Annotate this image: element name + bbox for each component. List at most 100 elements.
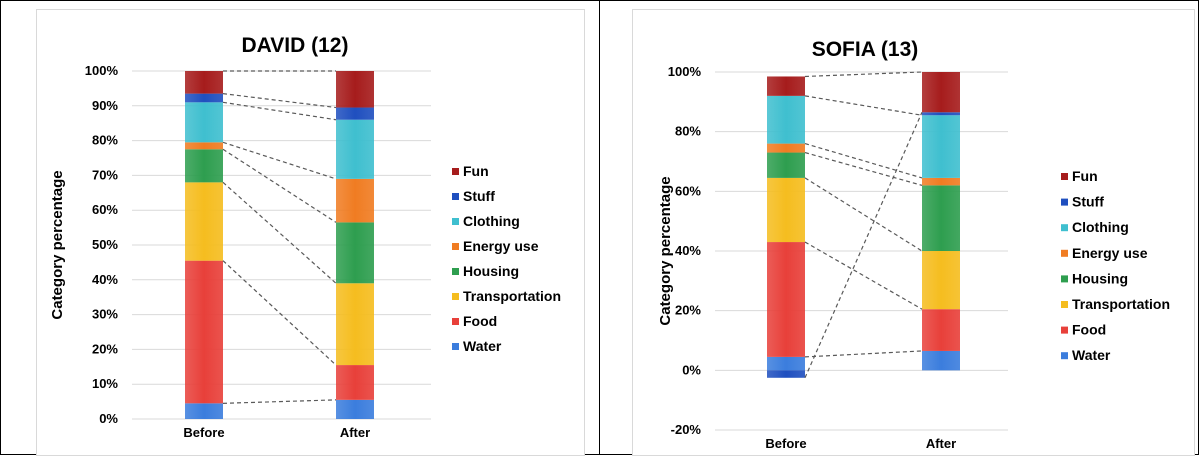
bar-segment-housing — [767, 152, 805, 178]
legend-swatch — [452, 168, 459, 175]
legend-label: Energy use — [1072, 245, 1148, 261]
legend-label: Food — [1072, 322, 1106, 338]
bar-segment-fun — [922, 72, 960, 113]
legend-label: Fun — [1072, 168, 1098, 184]
bar-segment-food — [185, 260, 223, 404]
bar-segment-stuff — [336, 107, 374, 120]
series-line — [804, 151, 923, 186]
legend-label: Housing — [1072, 270, 1128, 286]
y-tick-label: 0% — [99, 411, 118, 426]
legend-label: Transportation — [463, 288, 561, 304]
series-line — [804, 241, 923, 310]
y-axis-label: Category percentage — [657, 176, 674, 325]
series-line — [804, 143, 923, 179]
series-line — [222, 93, 337, 109]
x-tick-label: After — [340, 425, 370, 440]
y-tick-label: 60% — [92, 202, 118, 217]
bar-segment-housing — [336, 222, 374, 284]
legend-swatch — [452, 343, 459, 350]
legend-label: Housing — [463, 263, 519, 279]
legend-swatch — [452, 243, 459, 250]
x-tick-label: Before — [765, 436, 806, 451]
legend-swatch — [1061, 326, 1068, 334]
bar-segment-clothing — [185, 102, 223, 143]
legend-label: Fun — [463, 163, 489, 179]
series-line — [222, 148, 337, 223]
legend-label: Stuff — [463, 188, 495, 204]
series-line — [222, 101, 337, 121]
legend-label: Transportation — [1072, 296, 1170, 312]
y-tick-label: 90% — [92, 98, 118, 113]
series-line — [804, 71, 923, 78]
bar-segment-clothing — [922, 115, 960, 178]
series-line — [804, 95, 923, 116]
bar-segment-water — [336, 399, 374, 419]
bar-segment-energy-use — [336, 178, 374, 223]
legend-swatch — [452, 268, 459, 275]
bar-segment-water — [767, 356, 805, 371]
sofia-chart-svg: SOFIA (13) -20% 0% 20% 40% 60% 80% 100% Category… — [657, 38, 1170, 451]
sofia-chart-panel: SOFIA (13) -20% 0% 20% 40% 60% 80% 100% Category… — [599, 0, 1199, 456]
legend-label: Water — [463, 338, 502, 354]
y-tick-label: 80% — [92, 133, 118, 148]
david-chart-panel: DAVID (12) 0% 10% 20% 30% 40% 50% 60% 70% 80% 90% 1… — [0, 0, 600, 456]
series-line — [804, 177, 923, 252]
y-tick-label: 20% — [92, 341, 118, 356]
x-tick-label: Before — [183, 425, 224, 440]
y-tick-label: 100% — [85, 63, 119, 78]
bar-segment-stuff — [767, 370, 805, 378]
legend-label: Water — [1072, 347, 1111, 363]
legend-swatch — [1061, 173, 1068, 180]
legend-swatch — [1061, 301, 1068, 308]
bar-segment-energy-use — [767, 143, 805, 153]
bar-segment-transportation — [336, 283, 374, 366]
legend-swatch — [1061, 198, 1068, 206]
david-chart-svg: DAVID (12) 0% 10% 20% 30% 40% 50% 60% 70% 80% 90% 1… — [49, 34, 561, 440]
bar-segment-food — [922, 309, 960, 351]
series-line — [222, 260, 337, 366]
legend-label: Clothing — [463, 213, 520, 229]
david-chart-area: DAVID (12) 0% 10% 20% 30% 40% 50% 60% 70% 80% 90% 1… — [36, 9, 585, 456]
series-line — [804, 112, 923, 379]
sofia-chart-area: SOFIA (13) -20% 0% 20% 40% 60% 80% 100% Category… — [632, 9, 1195, 456]
bar-segment-transportation — [922, 251, 960, 310]
bar-segment-clothing — [767, 95, 805, 144]
legend-label: Clothing — [1072, 219, 1129, 235]
bar-segment-fun — [185, 71, 223, 94]
bar-segment-housing — [185, 149, 223, 183]
bar-segment-water — [922, 350, 960, 371]
legend-swatch — [1061, 249, 1068, 257]
y-tick-label: 50% — [92, 237, 118, 252]
bar-segment-water — [185, 403, 223, 419]
y-tick-label: 30% — [92, 307, 118, 322]
legend-swatch — [1061, 224, 1068, 232]
legend-label: Energy use — [463, 238, 539, 254]
y-tick-label: 80% — [675, 124, 701, 139]
x-tick-label: After — [926, 436, 956, 451]
y-tick-label: 0% — [682, 362, 701, 377]
y-axis-label: Category percentage — [49, 170, 66, 319]
series-line — [222, 399, 337, 404]
series-line — [804, 350, 923, 358]
series-line — [222, 181, 337, 284]
legend-label: Stuff — [1072, 194, 1104, 210]
legend-label: Food — [463, 313, 497, 329]
bar-segment-housing — [922, 185, 960, 251]
bar-segment-clothing — [336, 119, 374, 179]
bar-segment-food — [767, 242, 805, 357]
bar-segment-transportation — [185, 182, 223, 261]
y-tick-label: 60% — [675, 183, 701, 198]
chart-title: SOFIA (13) — [812, 38, 919, 61]
chart-title: DAVID (12) — [242, 34, 349, 57]
legend-swatch — [452, 218, 459, 225]
bar-segment-energy-use — [185, 142, 223, 150]
bar-segment-fun — [336, 71, 374, 108]
y-tick-label: -20% — [671, 422, 702, 437]
legend-swatch — [1061, 352, 1068, 360]
y-tick-label: 40% — [675, 243, 701, 258]
bar-segment-fun — [767, 76, 805, 96]
bar-segment-stuff — [185, 93, 223, 103]
y-tick-label: 20% — [675, 303, 701, 318]
legend-swatch — [452, 193, 459, 200]
bar-segment-food — [336, 365, 374, 400]
